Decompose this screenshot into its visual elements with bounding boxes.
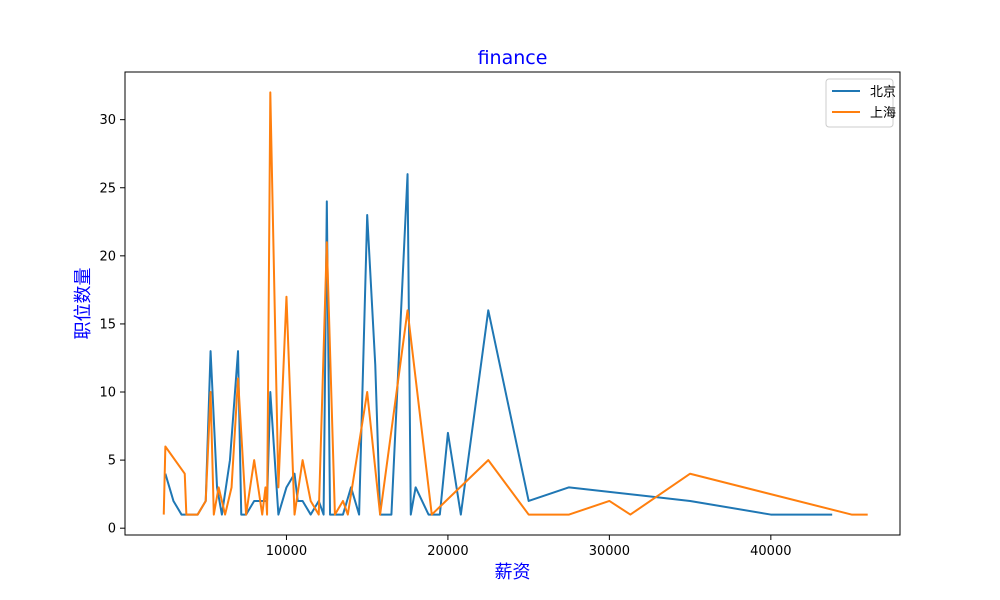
y-tick-label: 10 — [99, 386, 116, 401]
x-axis-label: 薪资 — [495, 562, 531, 583]
plot-area — [162, 91, 868, 516]
x-tick-label: 40000 — [750, 544, 791, 559]
y-tick-label: 30 — [99, 113, 116, 128]
y-tick-label: 5 — [108, 454, 116, 469]
y-axis: 0 5 10 15 20 25 30 — [99, 113, 125, 537]
y-tick-label: 15 — [99, 317, 116, 332]
legend-label-2: 上海 — [870, 106, 896, 121]
y-tick-label: 25 — [99, 181, 116, 196]
x-axis: 10000 20000 30000 40000 — [266, 535, 792, 559]
plot-frame — [124, 71, 901, 536]
legend-label-1: 北京 — [870, 85, 896, 100]
series-line-2 — [162, 91, 868, 516]
x-tick-label: 10000 — [266, 544, 307, 559]
y-tick-label: 0 — [108, 522, 116, 537]
x-tick-label: 30000 — [589, 544, 630, 559]
y-axis-label: 职位数量 — [73, 268, 94, 340]
y-tick-label: 20 — [99, 249, 116, 264]
chart-title: finance — [478, 47, 548, 69]
series-line-1 — [164, 173, 833, 516]
x-tick-label: 20000 — [427, 544, 468, 559]
